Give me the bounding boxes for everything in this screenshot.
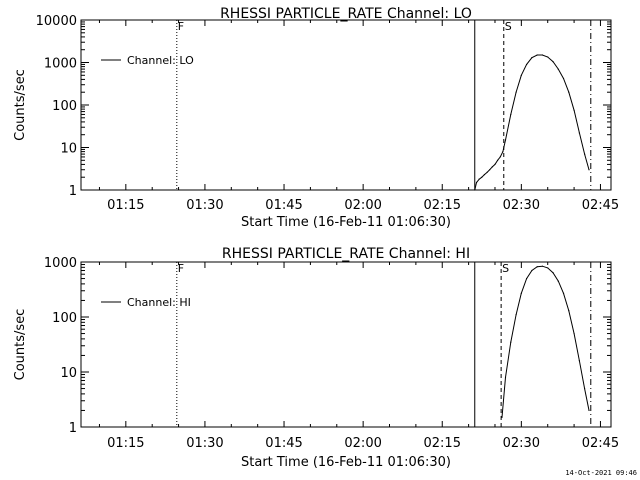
data-point xyxy=(541,265,544,267)
data-point xyxy=(573,332,575,335)
marker-label: S xyxy=(505,20,512,33)
data-point xyxy=(520,292,522,294)
y-tick-label: 10 xyxy=(60,366,77,381)
data-point xyxy=(515,91,517,93)
data-point xyxy=(475,181,478,184)
legend-label: Channel: LO xyxy=(127,54,194,67)
data-point xyxy=(536,266,538,268)
data-point xyxy=(531,57,533,59)
data-point xyxy=(552,272,554,274)
data-point xyxy=(481,176,483,178)
data-point xyxy=(478,178,480,180)
data-point xyxy=(483,174,486,176)
y-axis-label: Counts/sec xyxy=(13,69,28,141)
data-point xyxy=(578,132,580,134)
x-tick-label: 02:15 xyxy=(424,436,461,451)
data-point xyxy=(547,267,549,269)
x-tick-label: 02:00 xyxy=(344,436,381,451)
y-tick-label: 10 xyxy=(60,142,77,157)
data-point xyxy=(486,171,488,173)
data-point xyxy=(557,68,559,70)
data-point xyxy=(501,416,503,418)
data-point xyxy=(504,376,507,378)
data-point xyxy=(584,153,586,155)
x-tick-label: 02:30 xyxy=(503,198,540,213)
y-tick-label: 1000 xyxy=(44,57,77,72)
data-point xyxy=(536,54,538,56)
x-tick-label: 01:45 xyxy=(265,436,302,451)
data-point xyxy=(557,280,559,282)
data-point xyxy=(526,63,528,66)
x-tick-label: 01:30 xyxy=(186,198,223,213)
y-tick-label: 100 xyxy=(52,99,77,114)
data-point xyxy=(547,56,549,58)
x-tick-label: 02:30 xyxy=(503,436,540,451)
x-axis-label: Start Time (16-Feb-11 01:06:30) xyxy=(241,215,451,230)
data-point xyxy=(562,292,565,294)
data-point xyxy=(588,409,590,412)
chart-title: RHESSI PARTICLE_RATE Channel: HI xyxy=(222,246,470,262)
data-point xyxy=(588,169,590,171)
x-tick-label: 01:30 xyxy=(186,436,223,451)
y-tick-label: 1000 xyxy=(44,256,77,271)
y-axis-label: Counts/sec xyxy=(13,309,28,381)
data-point xyxy=(568,310,570,312)
y-tick-label: 100 xyxy=(52,311,77,326)
x-axis-label: Start Time (16-Feb-11 01:06:30) xyxy=(241,455,451,470)
x-tick-label: 02:15 xyxy=(424,198,461,213)
marker-label: S xyxy=(502,262,509,275)
x-tick-label: 02:45 xyxy=(582,198,619,213)
footer-timestamp: 14-Oct-2021 09:46 xyxy=(565,469,637,477)
data-point xyxy=(499,156,501,158)
data-point xyxy=(562,77,565,80)
series-line xyxy=(501,265,590,418)
data-point xyxy=(541,54,544,56)
y-tick-label: 1 xyxy=(69,421,77,436)
data-point xyxy=(491,166,493,168)
data-point xyxy=(520,74,522,76)
chart-title: RHESSI PARTICLE_RATE Channel: LO xyxy=(220,6,472,22)
data-point xyxy=(568,91,570,93)
data-point xyxy=(489,169,491,171)
plot-frame xyxy=(80,19,612,191)
data-point xyxy=(474,189,476,191)
data-point xyxy=(502,151,504,153)
y-tick-label: 1 xyxy=(69,184,77,199)
y-tick-label: 10000 xyxy=(36,14,77,29)
legend-label: Channel: HI xyxy=(127,296,191,309)
data-point xyxy=(552,60,554,63)
data-point xyxy=(494,163,496,166)
data-point xyxy=(578,360,580,362)
x-tick-label: 02:45 xyxy=(582,436,619,451)
data-point xyxy=(515,314,517,316)
x-tick-label: 01:45 xyxy=(265,198,302,213)
series-line xyxy=(474,54,590,191)
data-point xyxy=(510,113,512,116)
data-point xyxy=(573,109,575,111)
marker-label: F xyxy=(178,262,184,275)
x-tick-label: 01:15 xyxy=(107,198,144,213)
plot-frame xyxy=(80,261,612,428)
data-point xyxy=(510,341,512,343)
data-point xyxy=(497,159,499,161)
data-point xyxy=(584,387,586,390)
data-point xyxy=(526,277,528,280)
x-tick-label: 01:15 xyxy=(107,436,144,451)
data-point xyxy=(531,269,533,272)
data-point xyxy=(504,139,507,141)
x-tick-label: 02:00 xyxy=(344,198,381,213)
marker-label: F xyxy=(178,20,184,33)
